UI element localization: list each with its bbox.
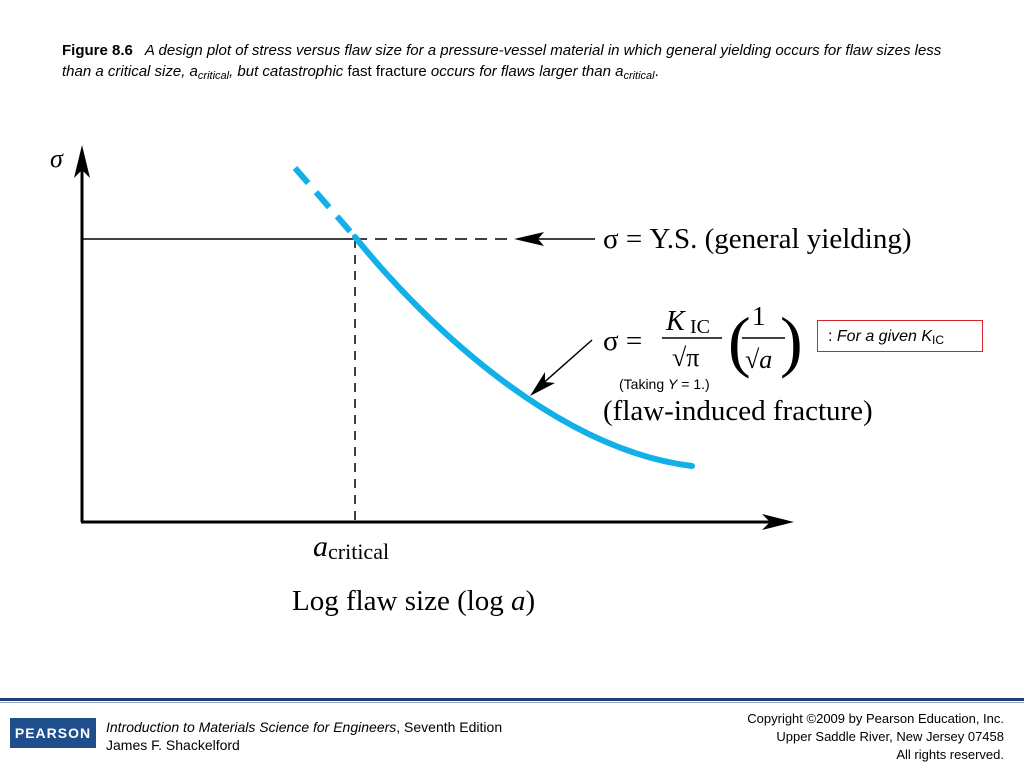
footer-divider xyxy=(0,698,1024,701)
book-title: Introduction to Materials Science for En… xyxy=(106,719,397,735)
caption-text-2: , but catastrophic xyxy=(229,63,348,80)
x-axis-label: Log flaw size (log a) xyxy=(292,585,535,617)
caption-sub-1: critical xyxy=(197,70,230,82)
equation-pointer xyxy=(539,339,593,387)
yield-pointer-arrowhead xyxy=(514,232,544,246)
footer-divider-thin xyxy=(0,702,1024,703)
equation-k: K xyxy=(665,306,686,337)
equation-left-paren: ( xyxy=(728,303,751,379)
yield-label: σ = Y.S. (general yielding) xyxy=(603,223,912,255)
equation-sigma: σ = xyxy=(603,325,642,357)
copyright-notice: Copyright ©2009 by Pearson Education, In… xyxy=(747,710,1004,764)
caption-sub-2: critical xyxy=(623,70,655,82)
equation-sqrt-a: √a xyxy=(745,345,772,374)
fracture-curve-dashed xyxy=(292,166,358,239)
fracture-curve xyxy=(352,234,695,469)
x-axis-label-part-1: Log flaw size (log xyxy=(292,585,511,617)
equation-one: 1 xyxy=(752,301,766,331)
equation-pointer-arrowhead xyxy=(530,372,555,396)
kic-annotation-box: : For a given KIC xyxy=(817,320,983,352)
caption-text-1: A design plot of stress versus flaw size… xyxy=(62,42,942,80)
annotation-text: For a given K xyxy=(836,328,933,345)
taking-part-y: Y xyxy=(668,376,678,392)
caption-text-4: occurs for flaws larger than a xyxy=(426,63,624,80)
book-info: Introduction to Materials Science for En… xyxy=(106,718,502,754)
figure-label: Figure 8.6 xyxy=(62,42,133,59)
pearson-logo: PEARSON xyxy=(10,718,96,748)
copyright-line-1: Copyright ©2009 by Pearson Education, In… xyxy=(747,711,1004,726)
annotation-prefix: : xyxy=(828,328,837,345)
book-edition: , Seventh Edition xyxy=(396,719,503,735)
figure-caption: Figure 8.6 A design plot of stress versus… xyxy=(62,40,962,82)
y-axis-arrowhead xyxy=(74,145,90,178)
x-axis-arrowhead xyxy=(762,514,794,530)
equation-right-paren: ) xyxy=(780,303,803,379)
caption-text-3: fast fracture xyxy=(347,63,427,80)
a-critical-label: acritical xyxy=(313,530,389,564)
a-critical-sub: critical xyxy=(328,539,389,564)
book-author: James F. Shackelford xyxy=(106,737,240,753)
a-critical-main: a xyxy=(313,530,328,563)
taking-part-2: = 1.) xyxy=(677,376,710,392)
equation-sqrt-pi: √π xyxy=(672,343,699,372)
copyright-line-2: Upper Saddle River, New Jersey 07458 xyxy=(776,729,1004,744)
annotation-sub: IC xyxy=(932,333,945,347)
x-axis-label-a: a xyxy=(511,585,526,617)
taking-note: (Taking Y = 1.) xyxy=(619,376,710,392)
equation-k-sub: IC xyxy=(690,316,710,338)
x-axis-label-part-2: ) xyxy=(526,585,536,617)
copyright-line-3: All rights reserved. xyxy=(896,747,1004,762)
taking-part-1: (Taking xyxy=(619,376,669,392)
y-axis-symbol: σ xyxy=(50,144,64,173)
caption-text-5: . xyxy=(654,63,659,80)
book-title-line: Introduction to Materials Science for En… xyxy=(106,718,502,736)
fracture-label: (flaw-induced fracture) xyxy=(603,395,873,427)
